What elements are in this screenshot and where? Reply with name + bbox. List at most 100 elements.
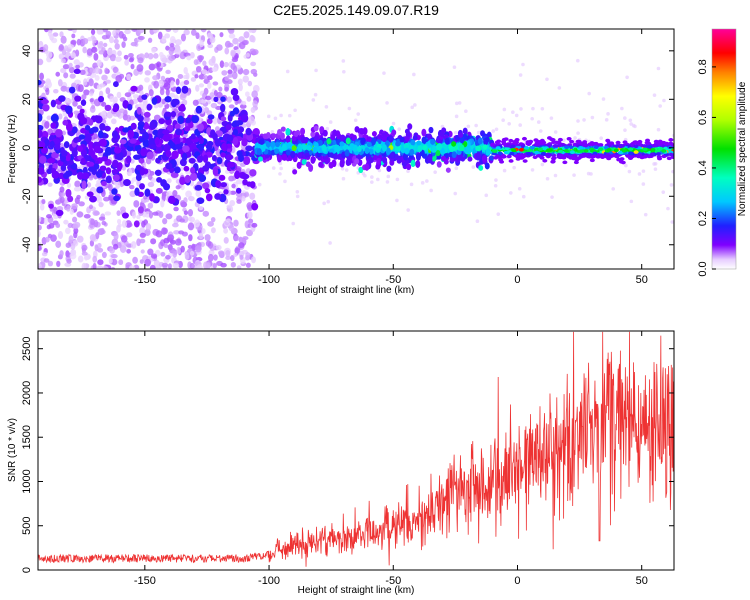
heatmap-cell xyxy=(41,99,49,105)
heatmap-cell xyxy=(509,151,515,156)
heatmap-cell xyxy=(202,165,210,172)
heatmap-cell xyxy=(491,149,497,153)
x-tick-label: 50 xyxy=(636,274,648,286)
heatmap-cell xyxy=(167,234,175,241)
heatmap-cell xyxy=(328,161,334,169)
heatmap-cell xyxy=(160,179,167,187)
heatmap-cell xyxy=(120,235,128,243)
heatmap-cell xyxy=(257,156,263,162)
heatmap-cell xyxy=(364,163,370,171)
heatmap-cell xyxy=(358,166,364,174)
heatmap-cell xyxy=(481,154,487,163)
heatmap-cell xyxy=(590,115,595,120)
heatmap-cell xyxy=(435,137,441,143)
snr-x-axis-label: Height of straight line (km) xyxy=(298,585,415,596)
colorbar: 0.0 0.2 0.4 0.6 0.8 Normalized spectral ampl… xyxy=(697,28,748,277)
heatmap-cell xyxy=(279,166,283,171)
heatmap-cell xyxy=(101,180,107,187)
heatmap-cell xyxy=(189,262,195,269)
heatmap-cell xyxy=(103,125,111,132)
heatmap-cell xyxy=(454,114,459,119)
heatmap-cell xyxy=(185,137,193,145)
heatmap-cell xyxy=(72,216,78,223)
heatmap-cell xyxy=(627,169,632,174)
heatmap-cell xyxy=(83,89,90,96)
colorbar-tick-label: 0.4 xyxy=(697,160,709,175)
heatmap-cell xyxy=(467,156,473,162)
heatmap-cell xyxy=(545,176,550,181)
heatmap-cell xyxy=(507,122,511,126)
heatmap-cell xyxy=(106,111,113,119)
heatmap-cell xyxy=(86,182,92,188)
snr-frame xyxy=(37,330,675,571)
heatmap-cell xyxy=(583,148,589,153)
heatmap-cell xyxy=(161,191,167,199)
heatmap-cell xyxy=(167,195,176,205)
x-tick-label: 0 xyxy=(514,274,520,286)
heatmap-cell xyxy=(94,74,100,81)
heatmap-cell xyxy=(119,244,127,253)
heatmap-cell xyxy=(236,265,242,269)
heatmap-cell xyxy=(65,242,71,248)
heatmap-cell xyxy=(47,182,53,187)
heatmap-cell xyxy=(51,170,60,179)
heatmap-cell xyxy=(223,61,229,68)
heatmap-cell xyxy=(257,182,262,187)
colorbar-label: Normalized spectral amplitude xyxy=(737,81,748,216)
heatmap-cell xyxy=(174,48,182,55)
heatmap-cell xyxy=(38,229,41,238)
heatmap-cell xyxy=(502,168,507,173)
heatmap-cell xyxy=(239,254,244,260)
heatmap-cell xyxy=(165,162,173,170)
heatmap-cell xyxy=(220,182,228,188)
heatmap-cell xyxy=(241,100,247,106)
heatmap-cell xyxy=(128,57,134,63)
heatmap-cell xyxy=(322,201,326,206)
heatmap-cell xyxy=(546,136,552,140)
heatmap-cell xyxy=(139,227,146,235)
heatmap-cell xyxy=(493,183,498,188)
heatmap-cell xyxy=(45,236,50,243)
heatmap-cell xyxy=(38,263,42,269)
colorbar-tick-label: 0.8 xyxy=(697,59,709,74)
heatmap-cell xyxy=(83,255,89,261)
heatmap-cell xyxy=(454,166,459,171)
heatmap-cell xyxy=(46,158,55,164)
heatmap-cell xyxy=(430,138,436,145)
heatmap-cell xyxy=(233,235,240,242)
heatmap-cell xyxy=(124,92,132,98)
heatmap-cell xyxy=(236,150,243,157)
heatmap-cell xyxy=(81,251,88,256)
heatmap-cell xyxy=(437,143,443,151)
heatmap-cell xyxy=(649,152,655,157)
heatmap-cell xyxy=(89,239,95,247)
heatmap-cell xyxy=(71,126,78,134)
heatmap-cell xyxy=(227,29,235,33)
heatmap-cell xyxy=(205,240,212,247)
heatmap-cell xyxy=(623,128,627,132)
heatmap-cell xyxy=(124,59,130,66)
heatmap-cell xyxy=(146,151,154,160)
y-tick-label: 0 xyxy=(21,145,33,151)
heatmap-cell xyxy=(93,145,102,153)
heatmap-cell xyxy=(611,187,616,191)
heatmap-panel: -150 -100 -50 0 50 -40 -20 0 20 40 Height of str… xyxy=(7,28,675,296)
heatmap-cell xyxy=(38,113,43,122)
heatmap-cell xyxy=(168,54,176,62)
heatmap-cell xyxy=(113,38,119,44)
heatmap-cell xyxy=(76,211,84,218)
heatmap-cell xyxy=(71,203,78,210)
heatmap-cell xyxy=(363,173,367,178)
heatmap-cell xyxy=(336,154,342,160)
heatmap-cell xyxy=(136,214,141,220)
heatmap-cell xyxy=(412,72,416,77)
heatmap-cell xyxy=(55,222,61,228)
heatmap-cell xyxy=(366,136,372,142)
heatmap-cell xyxy=(154,137,160,145)
heatmap-cell xyxy=(271,166,276,170)
heatmap-cell xyxy=(140,249,145,254)
heatmap-cell xyxy=(550,138,556,142)
heatmap-cell xyxy=(475,152,481,160)
heatmap-cell xyxy=(215,244,222,251)
heatmap-cell xyxy=(391,129,397,136)
